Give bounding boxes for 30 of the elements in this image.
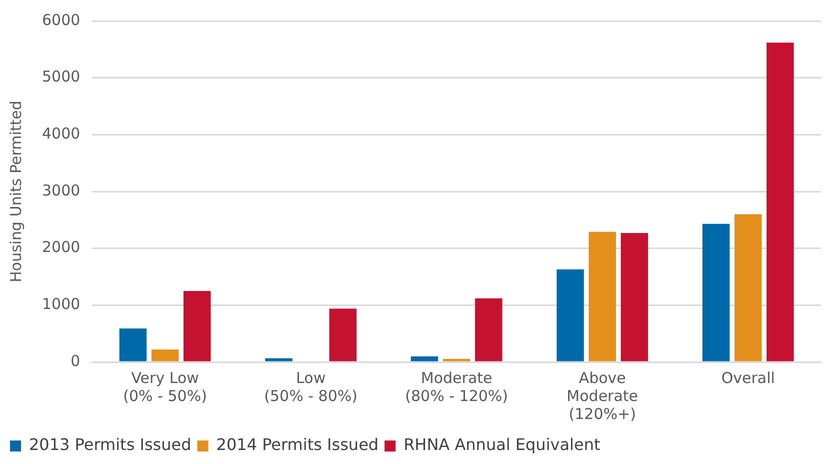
x-tick-label: Low (50% - 80%) — [264, 368, 358, 405]
y-tick-label: 6000 — [42, 10, 80, 29]
x-tick-label: Overall — [721, 368, 775, 387]
bar — [475, 298, 502, 362]
bar — [265, 358, 292, 362]
y-tick-label: 5000 — [42, 68, 80, 86]
legend-label: RHNA Annual Equivalent — [404, 435, 600, 454]
legend-label: 2013 Permits Issued — [29, 435, 192, 454]
bar — [151, 349, 179, 362]
y-tick-label: 1000 — [42, 295, 80, 314]
bar — [442, 358, 470, 362]
bar — [556, 269, 584, 362]
bar — [620, 232, 648, 362]
y-axis-title: Housing Units Permitted — [6, 100, 25, 282]
bar — [766, 42, 794, 362]
bar — [410, 356, 438, 362]
legend-label: 2014 Permits Issued — [216, 435, 379, 454]
bar — [183, 290, 211, 362]
y-tick-label: 2000 — [42, 238, 80, 256]
y-tick-label: 0 — [70, 352, 80, 370]
x-tick-label: Very Low (0% - 50%) — [123, 368, 207, 405]
bar — [702, 224, 730, 362]
x-tick-label: Above Moderate (120%+) — [566, 368, 638, 423]
bar — [588, 232, 616, 362]
x-tick-label: Moderate (80% - 120%) — [405, 368, 508, 405]
y-tick-label: 4000 — [42, 124, 80, 143]
bar — [734, 214, 762, 362]
y-tick-label: 3000 — [42, 181, 80, 200]
bar — [329, 308, 357, 362]
bar — [119, 328, 147, 362]
